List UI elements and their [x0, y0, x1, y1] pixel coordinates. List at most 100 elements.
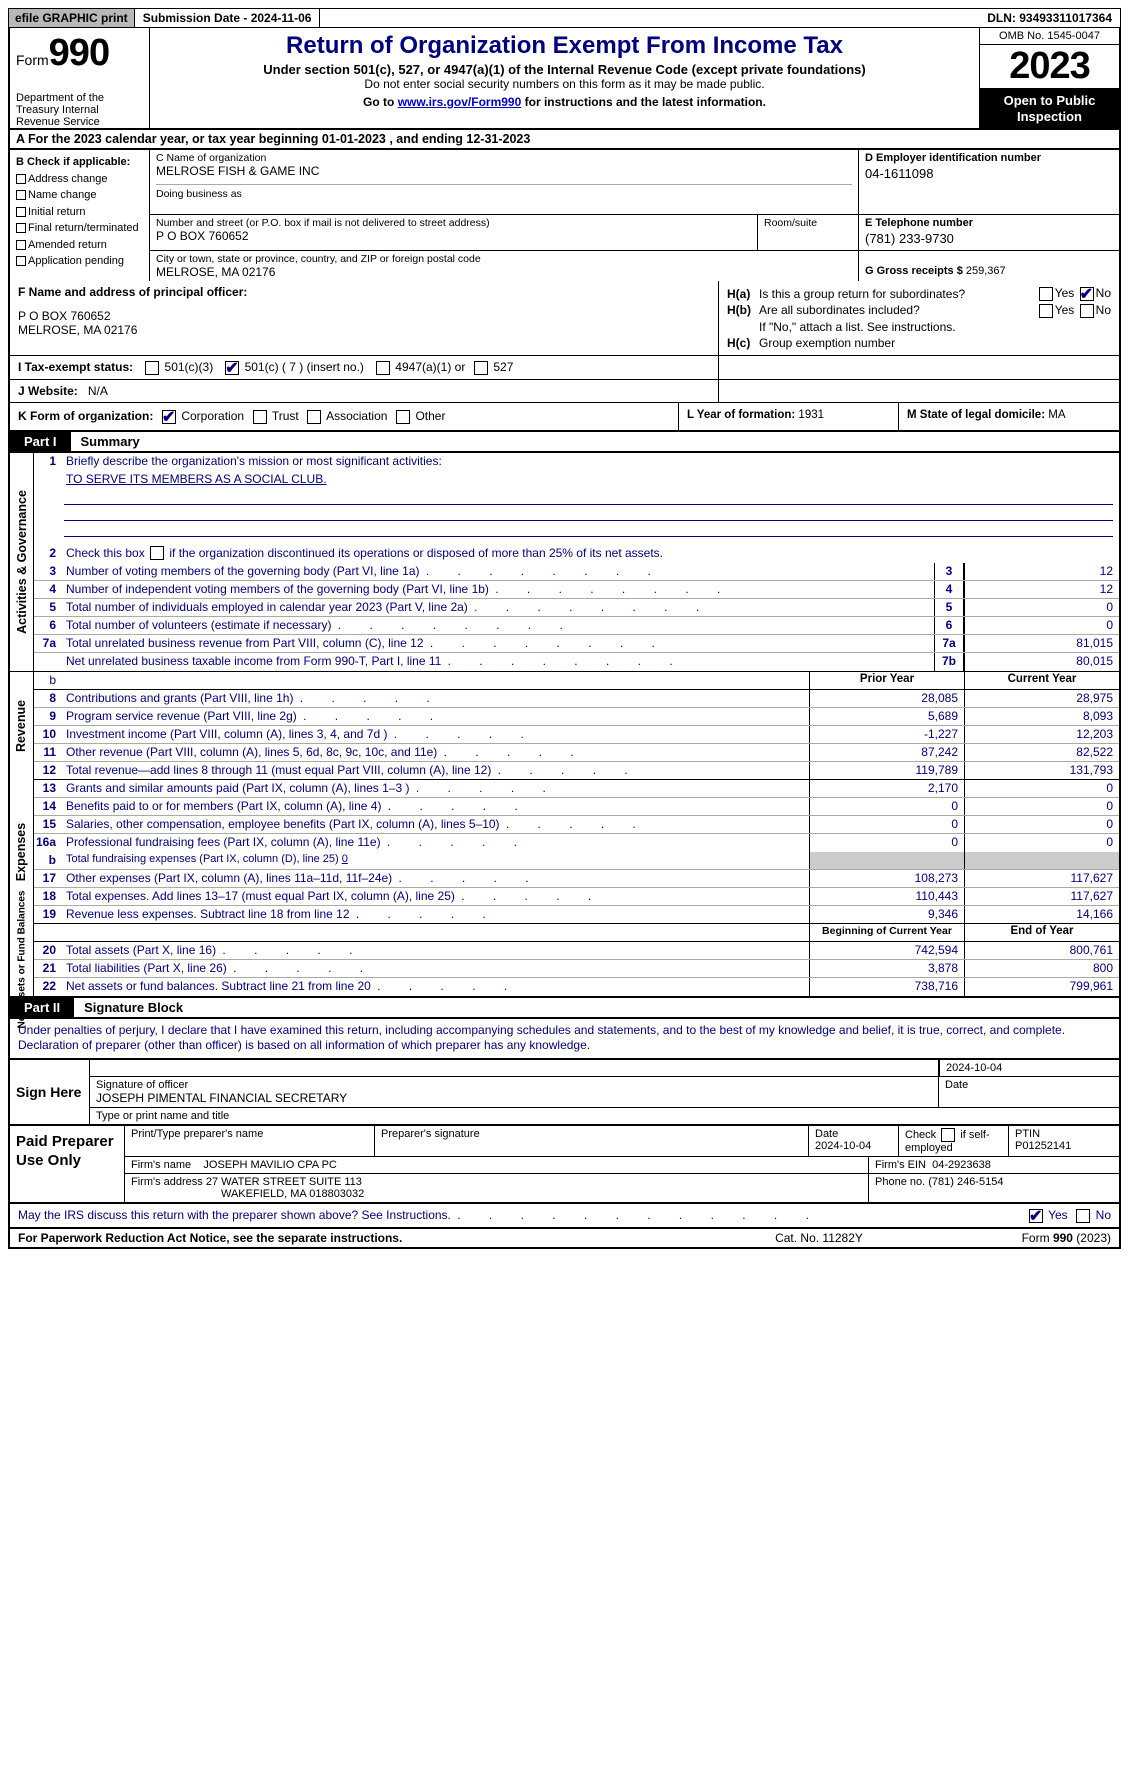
line-val: 12 [964, 563, 1119, 580]
line-py: 3,878 [809, 960, 964, 977]
ha-txt: Is this a group return for subordinates? [759, 287, 1037, 301]
form-ref: Form 990 (2023) [919, 1229, 1119, 1247]
ha-yes[interactable] [1039, 287, 1053, 301]
line-txt: Total revenue—add lines 8 through 11 (mu… [62, 762, 809, 779]
line-num: 15 [34, 816, 62, 833]
chk-501c3[interactable] [145, 361, 159, 375]
box-g: G Gross receipts $ 259,367 [859, 251, 1119, 281]
officer-name: JOSEPH PIMENTAL FINANCIAL SECRETARY [96, 1091, 932, 1105]
irs-link[interactable]: www.irs.gov/Form990 [398, 95, 522, 109]
chk-527[interactable] [474, 361, 488, 375]
chk-pending[interactable] [16, 256, 26, 266]
cat-no: Cat. No. 11282Y [719, 1229, 919, 1247]
line-txt: Grants and similar amounts paid (Part IX… [62, 780, 809, 797]
line-cy: 800,761 [964, 942, 1119, 959]
line-py: 0 [809, 834, 964, 852]
line-cy: 14,166 [964, 906, 1119, 923]
l1-a: Briefly describe the organization's miss… [62, 453, 1119, 471]
box-f: F Name and address of principal officer:… [10, 281, 719, 355]
line-num: 9 [34, 708, 62, 725]
line-num: 3 [34, 563, 62, 580]
chk-501c[interactable] [225, 361, 239, 375]
line-txt: Other expenses (Part IX, column (A), lin… [62, 870, 809, 887]
opt-addr: Address change [28, 173, 108, 185]
row-a-tax-year: A For the 2023 calendar year, or tax yea… [8, 130, 1121, 150]
line-py: -1,227 [809, 726, 964, 743]
line-cy: 0 [964, 816, 1119, 833]
chk-trust[interactable] [253, 410, 267, 424]
line-num: 7a [34, 635, 62, 652]
firm-addr-lbl: Firm's address [131, 1176, 203, 1188]
line-txt: Revenue less expenses. Subtract line 18 … [62, 906, 809, 923]
line-box: 5 [934, 599, 964, 616]
yes-lbl: Yes [1055, 286, 1075, 300]
ein-lbl2: Firm's EIN [875, 1159, 926, 1171]
line-txt: Other revenue (Part VIII, column (A), li… [62, 744, 809, 761]
line-txt: Total assets (Part X, line 16) [62, 942, 809, 959]
ha-no[interactable] [1080, 287, 1094, 301]
line-py: 108,273 [809, 870, 964, 887]
line-txt: Salaries, other compensation, employee b… [62, 816, 809, 833]
tax-year: 2023 [980, 45, 1119, 89]
chk-amended[interactable] [16, 240, 26, 250]
line-val: 80,015 [964, 653, 1119, 671]
topbar: efile GRAPHIC print Submission Date - 20… [8, 8, 1121, 28]
hc-lbl: H(c) [727, 336, 759, 350]
row-k: K Form of organization: Corporation Trus… [8, 403, 1121, 432]
i-o2: 501(c) ( 7 ) (insert no.) [245, 360, 364, 374]
no-lbl2: No [1096, 303, 1111, 317]
line-py: 0 [809, 798, 964, 815]
line-txt: Total unrelated business revenue from Pa… [62, 635, 934, 652]
chk-selfemp[interactable] [941, 1128, 955, 1142]
officer-addr2: MELROSE, MA 02176 [18, 323, 710, 337]
line-txt: Net assets or fund balances. Subtract li… [62, 978, 809, 996]
line-txt: Total expenses. Add lines 13–17 (must eq… [62, 888, 809, 905]
l16b-cy [964, 852, 1119, 869]
form-title: Return of Organization Exempt From Incom… [158, 32, 971, 60]
chk-final[interactable] [16, 223, 26, 233]
chk-l2[interactable] [150, 546, 164, 560]
chk-other[interactable] [396, 410, 410, 424]
yes-lbl2: Yes [1055, 303, 1075, 317]
line-txt: Number of voting members of the governin… [62, 563, 934, 580]
hb-no[interactable] [1080, 304, 1094, 318]
chk-4947[interactable] [376, 361, 390, 375]
vlabel-rev: Revenue [10, 672, 34, 780]
paperwork-notice: For Paperwork Reduction Act Notice, see … [10, 1229, 719, 1247]
line-cy: 131,793 [964, 762, 1119, 779]
line-num: 16a [34, 834, 62, 852]
line-num: 17 [34, 870, 62, 887]
chk-assoc[interactable] [307, 410, 321, 424]
col-cd: C Name of organization MELROSE FISH & GA… [150, 150, 1119, 281]
efile-btn[interactable]: efile GRAPHIC print [9, 9, 135, 27]
line-py: 87,242 [809, 744, 964, 761]
city-lbl: City or town, state or province, country… [156, 253, 852, 265]
sign-here: Sign Here 2024-10-04 Signature of office… [8, 1060, 1121, 1126]
hdr-cy: Current Year [964, 672, 1119, 689]
discuss-row: May the IRS discuss this return with the… [8, 1204, 1121, 1229]
tel-val: (781) 233-9730 [865, 229, 1113, 248]
dba-lbl: Doing business as [156, 188, 852, 200]
discuss-no[interactable] [1076, 1209, 1090, 1223]
form-header: Form990 Department of the Treasury Inter… [8, 28, 1121, 130]
chk-initial[interactable] [16, 207, 26, 217]
hdr-b: b [34, 672, 62, 689]
goto-suffix: for instructions and the latest informat… [521, 95, 766, 109]
line-py: 9,346 [809, 906, 964, 923]
line-py: 28,085 [809, 690, 964, 707]
line-cy: 800 [964, 960, 1119, 977]
hb-lbl: H(b) [727, 303, 759, 317]
form-prefix: Form [16, 52, 49, 68]
firm-addr2: WAKEFIELD, MA 018803032 [221, 1188, 364, 1200]
prep-h5: PTIN [1015, 1128, 1040, 1140]
chk-name-change[interactable] [16, 190, 26, 200]
ha-lbl: H(a) [727, 287, 759, 301]
hb-yes[interactable] [1039, 304, 1053, 318]
prep-h1: Print/Type preparer's name [125, 1126, 375, 1156]
discuss-yes[interactable] [1029, 1209, 1043, 1223]
addr-lbl: Number and street (or P.O. box if mail i… [156, 217, 751, 229]
chk-corp[interactable] [162, 410, 176, 424]
chk-addr-change[interactable] [16, 174, 26, 184]
opt-initial: Initial return [28, 206, 85, 218]
line-txt: Total liabilities (Part X, line 26) [62, 960, 809, 977]
